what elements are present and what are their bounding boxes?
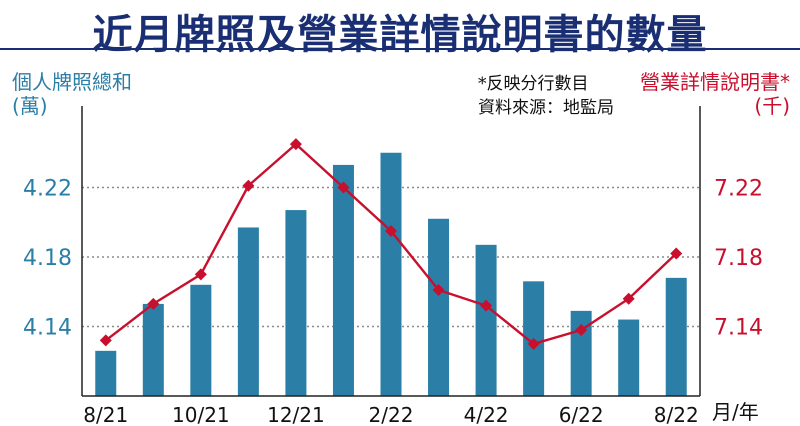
line-point: [242, 179, 255, 192]
line-point: [194, 268, 207, 281]
bar: [237, 227, 259, 396]
bar: [380, 152, 402, 396]
line-point: [527, 337, 540, 350]
line-point: [337, 181, 350, 194]
bar: [475, 244, 497, 396]
bar: [332, 164, 354, 396]
note-source: 資料來源：地監局: [478, 98, 614, 118]
left-tick-label: 4.22: [23, 177, 72, 202]
note-footnote: *反映分行數目: [478, 74, 589, 94]
x-tick-label: 10/21: [172, 403, 230, 426]
bar: [618, 319, 640, 396]
right-axis-label-name: 營業詳情說明書*: [640, 70, 790, 94]
line-point: [432, 284, 445, 297]
bar: [95, 350, 117, 396]
line-point: [99, 334, 112, 347]
x-tick-label: 12/21: [267, 403, 325, 426]
x-tick-label: 8/21: [83, 403, 128, 426]
bar: [285, 210, 307, 396]
x-axis-unit: 月/年: [712, 400, 759, 424]
left-axis-label-name: 個人牌照總和: [12, 70, 132, 94]
x-tick-label: 4/22: [464, 403, 509, 426]
bar: [190, 284, 212, 396]
line-point: [385, 224, 397, 237]
title-divider: [0, 48, 800, 50]
right-tick-label: 7.18: [714, 246, 763, 271]
line-point: [147, 297, 160, 310]
chart-notes: *反映分行數目 資料來源：地監局: [478, 72, 614, 120]
line-point: [289, 138, 302, 151]
line-point: [480, 299, 493, 312]
bar: [142, 303, 164, 396]
right-axis-label: 營業詳情說明書* (千): [640, 70, 790, 118]
x-tick-label: 8/22: [654, 403, 699, 426]
left-tick-label: 4.14: [23, 316, 72, 341]
chart-title: 近月牌照及營業詳情說明書的數量: [92, 11, 708, 58]
right-axis-label-unit: (千): [754, 94, 790, 118]
line-point: [575, 323, 588, 336]
line-point: [622, 292, 635, 305]
bar: [428, 218, 450, 396]
x-tick-label: 2/22: [369, 403, 414, 426]
left-axis-label: 個人牌照總和 (萬): [12, 70, 132, 118]
left-tick-label: 4.18: [23, 246, 72, 271]
bar: [665, 277, 687, 396]
x-tick-label: 6/22: [559, 403, 604, 426]
left-axis-label-unit: (萬): [12, 94, 48, 118]
right-tick-label: 7.22: [714, 177, 763, 202]
right-tick-label: 7.14: [714, 316, 763, 341]
bar: [570, 310, 592, 396]
line-point: [670, 247, 683, 260]
